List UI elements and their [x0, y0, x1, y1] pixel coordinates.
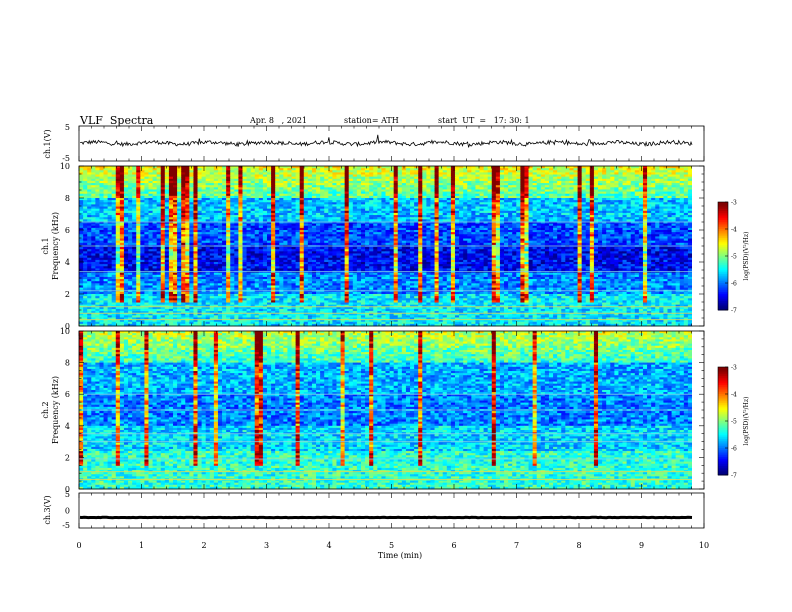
colorbar-tick-label: -7 — [731, 308, 737, 315]
channel-label: ch.2 — [41, 401, 50, 418]
spectrogram-2 — [79, 331, 693, 490]
time-tick-label: 2 — [201, 541, 206, 550]
time-tick-label: 4 — [326, 541, 331, 550]
freq-tick-label: 0 — [65, 322, 70, 331]
time-tick-label: 1 — [139, 541, 144, 550]
freq-tick-label: 10 — [60, 162, 70, 171]
colorbar-label: log(PSD)(V²/Hz) — [743, 232, 750, 281]
ch3-ytick-label: -5 — [62, 521, 70, 530]
figure-title: VLF Spectra — [80, 114, 153, 127]
ch1-ytick-label: 5 — [65, 123, 70, 132]
colorbar-tick-label: -3 — [731, 200, 737, 207]
spectrogram-1 — [79, 166, 693, 327]
ch1-ytick-label: -5 — [62, 154, 70, 163]
x-tick-marks — [78, 166, 705, 326]
time-tick-label: 8 — [576, 541, 581, 550]
time-tick-label: 10 — [699, 541, 709, 550]
freq-tick-label: 4 — [65, 422, 70, 431]
x-tick-marks — [78, 331, 705, 489]
time-tick-label: 0 — [76, 541, 81, 550]
time-tick-label: 7 — [514, 541, 519, 550]
freq-tick-label: 6 — [65, 226, 70, 235]
x-tick-marks — [78, 493, 705, 528]
ch3-ytick-label: 5 — [65, 490, 70, 499]
ch3-waveform-frame — [78, 492, 705, 529]
time-tick-label: 5 — [389, 541, 394, 550]
freq-tick-label: 8 — [65, 194, 70, 203]
colorbar: -3 -4 -5 -6 -7 log(PSD)(V²/Hz) — [717, 365, 750, 480]
start-time-label: start UT = 17: 30: 1 — [438, 116, 530, 125]
colorbar-tick-label: -6 — [731, 446, 737, 453]
ch1-waveform-line — [79, 134, 693, 148]
date-label: Apr. 8 , 2021 — [250, 116, 307, 125]
freq-tick-label: 6 — [65, 390, 70, 399]
x-tick-marks — [78, 126, 705, 161]
colorbar-tick-label: -7 — [731, 473, 737, 480]
station-label: station= ATH — [344, 116, 399, 125]
freq-tick-label: 0 — [65, 485, 70, 494]
channel-label: ch.1 — [41, 237, 50, 254]
colorbar-tick-label: -3 — [731, 365, 737, 372]
frequency-axis-label: Frequency (kHz) — [51, 212, 60, 280]
ch1-ylabel: ch.1(V) — [43, 129, 52, 158]
time-tick-label: 6 — [451, 541, 456, 550]
freq-tick-label: 4 — [65, 258, 70, 267]
freq-tick-label: 2 — [65, 453, 70, 462]
time-axis-label: Time (min) — [378, 551, 422, 560]
freq-tick-label: 2 — [65, 290, 70, 299]
colorbar-tick-label: -4 — [731, 227, 737, 234]
ch3-ytick-label: 0 — [65, 507, 70, 516]
colorbar-tick-label: -6 — [731, 281, 737, 288]
freq-tick-label: 10 — [60, 327, 70, 336]
colorbar: -3 -4 -5 -6 -7 log(PSD)(V²/Hz) — [717, 200, 750, 315]
colorbar-tick-label: -5 — [731, 254, 737, 261]
ch3-ylabel: ch.3(V) — [43, 495, 52, 524]
colorbar-tick-label: -4 — [731, 392, 737, 399]
time-tick-label: 9 — [639, 541, 644, 550]
colorbar-tick-label: -5 — [731, 419, 737, 426]
frequency-axis-label: Frequency (kHz) — [51, 376, 60, 444]
colorbar-label: log(PSD)(V²/Hz) — [743, 397, 750, 446]
y-tick-marks — [79, 330, 704, 490]
time-tick-label: 3 — [264, 541, 269, 550]
y-tick-marks — [79, 165, 704, 327]
freq-tick-label: 8 — [65, 359, 70, 368]
